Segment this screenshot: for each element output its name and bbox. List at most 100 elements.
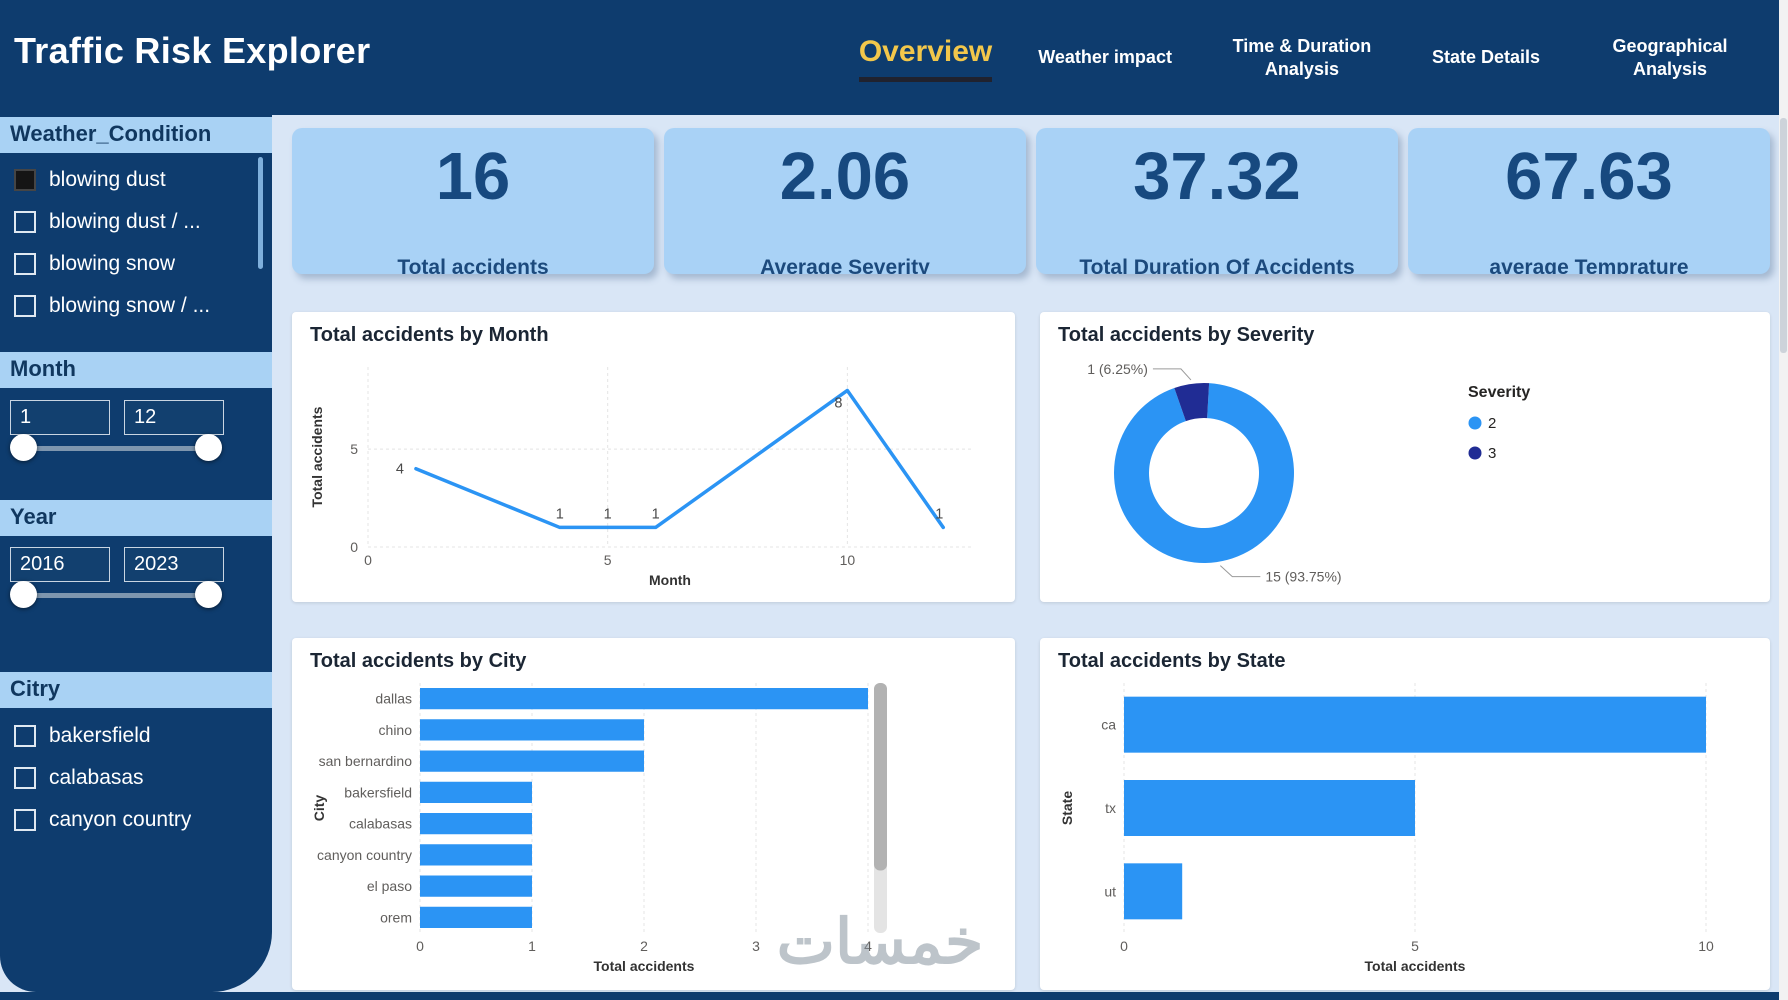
svg-text:chino: chino [379,722,413,738]
kpi-row: 16 Total accidents 2.06 Average Severity… [292,128,1770,274]
kpi-value: 67.63 [1505,139,1673,214]
checkbox-label: calabasas [49,766,144,789]
month-min-input[interactable] [10,400,110,435]
tab-state-details[interactable]: State Details [1431,47,1540,68]
chart-card-accidents-by-severity: Total accidents by Severity 15 (93.75%) 1… [1040,312,1770,602]
svg-text:Total accidents: Total accidents [594,958,695,974]
svg-text:canyon country: canyon country [317,847,412,863]
svg-text:10: 10 [1698,938,1714,954]
kpi-label: Total Duration Of Accidents [1079,256,1355,274]
checkbox-label: bakersfield [49,724,151,747]
checkbox-label: canyon country [49,808,192,831]
svg-text:Total accidents: Total accidents [309,406,325,507]
checkbox-icon[interactable] [14,169,36,191]
weather-filter-title: Weather_Condition [0,117,272,153]
svg-text:2: 2 [1488,415,1496,432]
svg-text:0: 0 [416,938,424,954]
svg-text:tx: tx [1105,800,1116,816]
line-chart-accidents-by-month[interactable]: 0 5 10 0 5 4 1 1 1 8 1 Month Total accidents [308,351,998,591]
nav-tabs: Overview Weather impact Time & Duration … [858,0,1754,115]
chart-card-accidents-by-state: Total accidents by State 0 5 10 ca tx ut Total… [1040,638,1770,990]
weather-option-blowing-dust-2[interactable]: blowing dust / ... [0,201,272,243]
svg-text:1: 1 [935,506,943,522]
month-max-input[interactable] [124,400,224,435]
bar-chart-accidents-by-city[interactable]: 0 1 2 3 4 dallas chino san bernardino bakersfiel… [308,677,998,977]
app-header: Traffic Risk Explorer Overview Weather i… [0,0,1788,115]
svg-text:0: 0 [364,552,372,568]
kpi-label: average Temprature [1489,256,1689,274]
chart-scrollbar-thumb [874,683,887,871]
svg-text:Total accidents: Total accidents [1365,958,1466,974]
svg-text:3: 3 [752,938,760,954]
year-min-input[interactable] [10,547,110,582]
svg-text:bakersfield: bakersfield [344,784,412,800]
tab-geographical-analysis[interactable]: Geographical Analysis [1612,36,1728,79]
checkbox-icon[interactable] [14,809,36,831]
svg-text:1: 1 [652,506,660,522]
checkbox-icon[interactable] [14,725,36,747]
svg-text:ut: ut [1104,883,1116,899]
year-max-input[interactable] [124,547,224,582]
tab-overview[interactable]: Overview [858,33,993,83]
chart-card-accidents-by-month: Total accidents by Month 0 5 10 0 5 4 1 1 1 8 1 Mon… [292,312,1015,602]
weather-option-blowing-snow-2[interactable]: blowing snow / ... [0,285,272,327]
svg-text:3: 3 [1488,445,1496,462]
page-scrollbar-thumb[interactable] [1780,118,1787,353]
checkbox-label: blowing dust [49,168,166,191]
svg-text:Month: Month [649,572,691,588]
chart-title: Total accidents by State [1058,650,1286,672]
svg-text:15 (93.75%): 15 (93.75%) [1265,569,1341,585]
city-option-canyon-country[interactable]: canyon country [0,799,272,841]
month-range-slider[interactable] [10,433,222,463]
weather-list-scrollbar[interactable] [258,157,263,269]
footer-strip [0,992,1788,1000]
svg-text:dallas: dallas [375,691,412,707]
svg-text:orem: orem [380,909,412,925]
city-filter-list: bakersfield calabasas canyon country [0,715,272,841]
checkbox-icon[interactable] [14,767,36,789]
slider-track [18,446,214,451]
tab-weather-impact[interactable]: Weather impact [1038,47,1172,68]
svg-text:0: 0 [1120,938,1128,954]
svg-text:ca: ca [1101,717,1116,733]
svg-text:State: State [1059,791,1075,825]
svg-text:10: 10 [840,552,856,568]
month-slider-handle-min[interactable] [10,434,37,461]
weather-filter-list: blowing dust blowing dust / ... blowing … [0,159,272,327]
page-scrollbar[interactable] [1779,0,1788,1000]
svg-text:1 (6.25%): 1 (6.25%) [1087,361,1148,377]
svg-text:san bernardino: san bernardino [319,753,413,769]
bar-chart-accidents-by-state[interactable]: 0 5 10 ca tx ut Total accidents State [1056,677,1754,977]
checkbox-icon[interactable] [14,295,36,317]
slider-track [18,593,214,598]
tab-time-duration-analysis[interactable]: Time & Duration Analysis [1232,36,1372,79]
city-option-bakersfield[interactable]: bakersfield [0,715,272,757]
svg-text:0: 0 [350,539,358,555]
svg-text:5: 5 [604,552,612,568]
svg-text:calabasas: calabasas [349,816,412,832]
weather-option-blowing-dust[interactable]: blowing dust [0,159,272,201]
svg-text:4: 4 [864,938,872,954]
kpi-card-average-severity: 2.06 Average Severity [664,128,1026,274]
year-slider-handle-max[interactable] [195,581,222,608]
year-slider-handle-min[interactable] [10,581,37,608]
year-range-slider[interactable] [10,580,222,610]
donut-chart-accidents-by-severity[interactable]: 15 (93.75%) 1 (6.25%) Severity 2 3 [1056,351,1754,591]
chart-title: Total accidents by City [310,650,527,672]
app-title: Traffic Risk Explorer [14,30,371,71]
checkbox-label: blowing snow [49,252,176,275]
checkbox-icon[interactable] [14,253,36,275]
checkbox-label: blowing dust / ... [49,210,201,233]
svg-text:8: 8 [834,395,842,411]
city-filter-title: Citry [0,672,272,708]
weather-option-blowing-snow[interactable]: blowing snow [0,243,272,285]
svg-text:Severity: Severity [1468,384,1530,401]
checkbox-icon[interactable] [14,211,36,233]
svg-text:2: 2 [640,938,648,954]
chart-title: Total accidents by Month [310,324,549,346]
city-option-calabasas[interactable]: calabasas [0,757,272,799]
month-slider-handle-max[interactable] [195,434,222,461]
svg-text:4: 4 [396,462,404,478]
chart-title: Total accidents by Severity [1058,324,1315,346]
kpi-label: Total accidents [397,256,549,274]
